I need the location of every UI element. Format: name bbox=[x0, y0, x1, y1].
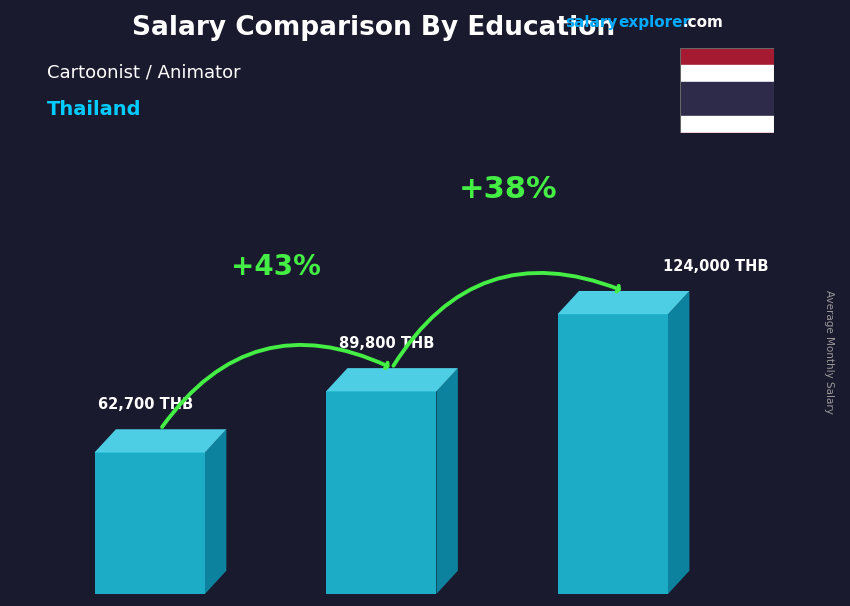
Text: +38%: +38% bbox=[458, 175, 557, 204]
Bar bbox=[680, 48, 774, 65]
Polygon shape bbox=[326, 368, 458, 391]
Polygon shape bbox=[558, 314, 668, 594]
Bar bbox=[680, 133, 774, 150]
Polygon shape bbox=[205, 429, 226, 594]
Bar bbox=[680, 65, 774, 82]
Text: 89,800 THB: 89,800 THB bbox=[338, 336, 434, 351]
Polygon shape bbox=[668, 291, 689, 594]
Text: 62,700 THB: 62,700 THB bbox=[98, 398, 193, 413]
Polygon shape bbox=[94, 453, 205, 594]
Polygon shape bbox=[326, 391, 437, 594]
Text: explorer: explorer bbox=[618, 15, 690, 30]
Text: Thailand: Thailand bbox=[47, 100, 141, 119]
Polygon shape bbox=[437, 368, 458, 594]
Bar bbox=[680, 82, 774, 116]
Polygon shape bbox=[94, 429, 226, 453]
Text: Salary Comparison By Education: Salary Comparison By Education bbox=[133, 15, 615, 41]
Text: .com: .com bbox=[683, 15, 723, 30]
Text: salary: salary bbox=[565, 15, 618, 30]
Polygon shape bbox=[558, 291, 689, 314]
Text: 124,000 THB: 124,000 THB bbox=[663, 259, 768, 274]
Text: Average Monthly Salary: Average Monthly Salary bbox=[824, 290, 834, 413]
Text: Cartoonist / Animator: Cartoonist / Animator bbox=[47, 64, 241, 82]
Bar bbox=[680, 116, 774, 133]
Text: +43%: +43% bbox=[231, 253, 321, 281]
